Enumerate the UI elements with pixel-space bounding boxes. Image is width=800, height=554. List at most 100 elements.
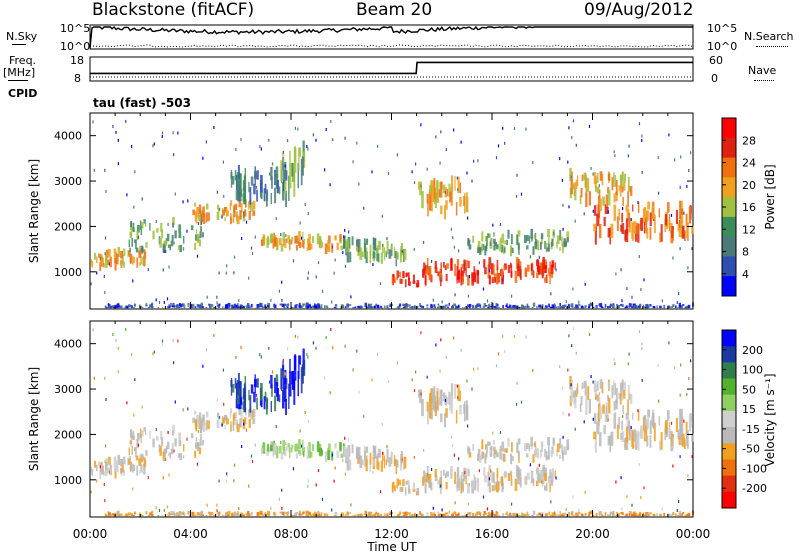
power-speck [324, 168, 326, 172]
power-echo-mark [125, 306, 129, 309]
velocity-speck [321, 497, 324, 501]
velocity-speck [137, 443, 139, 447]
velocity-echo-mark [351, 515, 355, 517]
velocity-speck [452, 444, 454, 448]
power-echo-mark [599, 198, 602, 212]
velocity-echo-mark [649, 512, 651, 515]
power-colorbar-swatch [722, 118, 736, 139]
velocity-echo-mark [105, 465, 108, 476]
velocity-speck [112, 333, 114, 336]
power-colorbar-swatch [722, 137, 736, 159]
velocity-echo-mark [294, 512, 297, 516]
velocity-speck [502, 334, 504, 338]
power-speck [641, 170, 643, 174]
power-speck [155, 298, 157, 302]
velocity-echo-mark [437, 514, 439, 517]
velocity-speck [482, 495, 485, 499]
power-echo-mark [112, 307, 115, 309]
velocity-echo-mark [291, 444, 294, 449]
power-echo-mark [399, 278, 402, 284]
velocity-echo-mark [620, 512, 623, 515]
velocity-speck [598, 392, 600, 396]
power-echo-mark [270, 166, 273, 181]
power-speck [287, 139, 289, 143]
velocity-echo-mark [263, 396, 266, 410]
velocity-echo-mark [532, 478, 535, 486]
velocity-echo-mark [267, 510, 270, 515]
velocity-echo-mark [167, 514, 171, 517]
power-echo-mark [652, 205, 655, 220]
velocity-echo-mark [312, 513, 316, 516]
velocity-echo-mark [290, 514, 293, 517]
velocity-echo-mark [275, 374, 279, 387]
velocity-echo-mark [318, 443, 322, 450]
power-echo-mark [517, 242, 520, 250]
velocity-echo-mark [398, 513, 401, 517]
power-echo-mark [615, 306, 619, 309]
power-echo-mark [416, 306, 419, 309]
power-echo-mark [319, 306, 322, 309]
velocity-echo-mark [171, 442, 174, 450]
power-echo-mark [170, 302, 172, 307]
velocity-speck [464, 471, 466, 474]
velocity-echo-mark [454, 471, 456, 484]
velocity-echo-mark [207, 420, 210, 430]
power-echo-mark [433, 178, 436, 200]
power-speck [420, 123, 422, 127]
velocity-echo-mark [233, 412, 236, 421]
power-echo-mark [490, 237, 493, 242]
power-echo-mark [487, 270, 491, 279]
power-echo-mark [511, 247, 514, 253]
power-echo-mark [235, 174, 238, 191]
velocity-echo-mark [145, 512, 148, 515]
velocity-echo-mark [440, 413, 443, 423]
velocity-speck [163, 508, 165, 512]
velocity-speck [590, 375, 592, 378]
velocity-echo-mark [609, 435, 611, 453]
velocity-echo-mark [136, 465, 139, 476]
velocity-echo-mark [336, 450, 339, 458]
power-echo-mark [334, 235, 337, 241]
power-echo-mark [451, 175, 454, 192]
velocity-echo-mark [594, 434, 597, 453]
power-echo-mark [282, 239, 285, 247]
power-echo-mark [483, 259, 486, 268]
velocity-echo-mark [135, 447, 137, 457]
power-echo-mark [531, 237, 533, 242]
velocity-echo-mark [632, 412, 634, 420]
power-echo-mark [149, 222, 151, 231]
power-echo-mark [318, 306, 320, 309]
power-echo-mark [202, 206, 205, 217]
velocity-echo-mark [253, 391, 256, 403]
velocity-echo-mark [507, 472, 511, 481]
power-echo-mark [563, 238, 567, 248]
power-echo-mark [190, 304, 193, 309]
velocity-colorbar-swatch [722, 330, 736, 347]
velocity-echo-mark [573, 514, 575, 517]
velocity-echo-mark [198, 412, 202, 422]
station-title: Blackstone (fitACF) [92, 0, 255, 20]
power-speck [440, 130, 442, 134]
power-echo-mark [336, 242, 339, 250]
velocity-echo-mark [442, 392, 446, 402]
power-echo-mark [528, 235, 531, 244]
velocity-echo-mark [502, 512, 504, 517]
velocity-speck [467, 424, 469, 428]
power-echo-mark [286, 303, 289, 307]
velocity-speck [468, 483, 470, 487]
velocity-echo-mark [526, 453, 529, 458]
power-colorbar-tick-label: 4 [742, 268, 749, 281]
velocity-speck [344, 436, 346, 440]
velocity-speck [221, 423, 223, 427]
velocity-echo-mark [108, 456, 111, 465]
power-echo-mark [625, 305, 628, 308]
velocity-speck [431, 467, 433, 471]
velocity-speck [304, 411, 306, 414]
power-echo-mark [534, 239, 538, 250]
power-echo-mark [401, 279, 404, 284]
velocity-speck [186, 437, 188, 441]
power-echo-mark [143, 219, 146, 224]
velocity-echo-mark [613, 380, 615, 395]
power-echo-mark [392, 279, 394, 286]
velocity-echo-mark [172, 430, 174, 436]
